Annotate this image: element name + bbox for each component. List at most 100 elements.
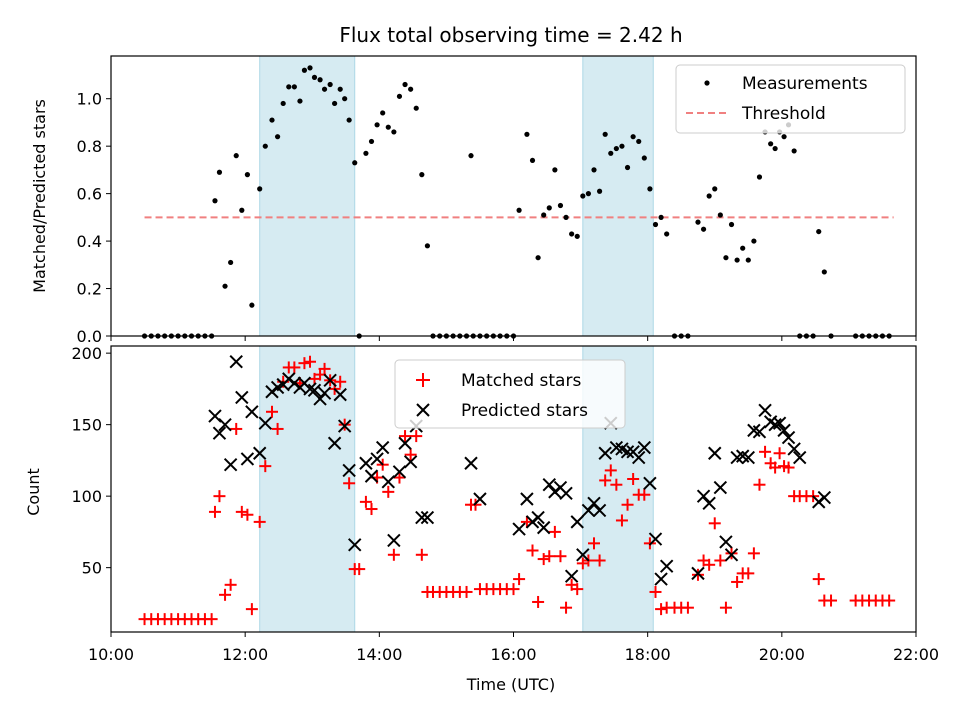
measurement-point	[723, 255, 729, 261]
measurement-point	[700, 226, 707, 232]
measurement-point	[717, 212, 723, 218]
predicted-star-point	[303, 382, 317, 396]
matched-star-point	[208, 505, 221, 518]
matched-star-point	[259, 460, 272, 473]
matched-star-point	[224, 578, 237, 591]
predicted-star-point	[223, 457, 238, 472]
measurement-point	[591, 167, 597, 173]
matched-star-point	[235, 505, 248, 518]
measurement-point	[321, 86, 328, 92]
predicted-star-point	[245, 405, 259, 419]
measurement-point	[317, 77, 323, 83]
predicted-star-point	[317, 386, 332, 400]
predicted-star-point	[520, 492, 534, 506]
measurement-point	[652, 221, 659, 228]
matched-star-point	[649, 585, 662, 598]
predicted-star-point	[240, 452, 255, 466]
measurement-point	[516, 207, 522, 213]
top-y-tick-label: 0.2	[77, 280, 102, 299]
predicted-star-point	[337, 419, 352, 433]
matched-star-point	[230, 422, 243, 435]
predicted-star-point	[659, 559, 674, 573]
predicted-star-point	[218, 417, 232, 432]
predicted-star-point	[542, 478, 556, 492]
measurement-point	[402, 81, 408, 88]
predicted-star-point	[359, 456, 373, 470]
measurement-point	[380, 110, 386, 116]
measurement-point	[291, 84, 297, 90]
predicted-star-point	[258, 416, 272, 430]
bottom-y-tick-label: 50	[82, 559, 102, 578]
measurement-point	[327, 81, 333, 88]
predicted-star-point	[817, 490, 832, 505]
x-tick-label: 12:00	[222, 645, 268, 664]
predicted-star-point	[587, 496, 601, 511]
predicted-star-point	[719, 535, 733, 549]
measurement-point	[307, 65, 313, 71]
top-legend-box	[675, 64, 906, 134]
matched-star-point	[266, 405, 278, 418]
measurement-point	[233, 153, 239, 159]
predicted-star-point	[307, 383, 322, 398]
measurement-point	[391, 129, 397, 135]
predicted-star-point	[741, 450, 755, 465]
predicted-star-point	[637, 440, 652, 455]
matched-star-point	[599, 474, 612, 487]
matched-star-point	[593, 554, 606, 567]
x-tick-label: 22:00	[893, 645, 939, 664]
measurement-point	[346, 117, 352, 123]
predicted-star-point	[327, 436, 342, 450]
matched-star-point	[782, 461, 795, 474]
matched-star-point	[343, 477, 356, 490]
shaded-interval-1	[259, 55, 356, 337]
predicted-star-point	[333, 387, 347, 402]
predicted-star-point	[781, 430, 796, 445]
matched-star-point	[526, 544, 539, 557]
predicted-star-point	[564, 569, 579, 583]
measurement-point	[269, 117, 275, 123]
matched-star-point	[731, 575, 744, 588]
measurement-point	[286, 84, 292, 90]
measurement-point	[419, 172, 425, 178]
predicted-star-point	[235, 390, 249, 405]
bottom-legend: Matched stars Predicted stars	[394, 359, 626, 429]
measurement-point	[695, 219, 701, 225]
matched-star-point	[537, 553, 550, 566]
measurement-point	[413, 105, 419, 111]
measurement-point	[745, 257, 751, 263]
predicted-star-point	[348, 538, 362, 552]
bottom-panel: 50 100 150 200 10:00 12:00 14:00 16:00 18:00 20:…	[24, 344, 939, 694]
top-y-tick-label: 0.6	[77, 185, 102, 204]
measurement-point	[712, 186, 718, 192]
bottom-y-tick-label: 200	[71, 344, 102, 363]
predicted-star-point	[691, 566, 705, 581]
top-x-tick-marks	[110, 336, 917, 341]
matched-star-point	[415, 548, 428, 561]
predicted-star-point	[713, 480, 728, 495]
measurement-point	[728, 221, 735, 228]
measurement-point	[468, 153, 474, 159]
top-y-axis-label: Matched/Predicted stars	[30, 99, 49, 293]
matched-star-point	[532, 595, 545, 608]
matched-star-point	[708, 517, 721, 530]
measurement-point	[563, 214, 569, 220]
predicted-star-point	[581, 503, 596, 518]
matched-star-point	[576, 557, 589, 570]
measurement-point	[332, 100, 338, 107]
matched-star-point	[387, 548, 400, 561]
measurement-point	[337, 86, 343, 92]
measurement-point	[546, 205, 552, 211]
matched-star-point	[304, 355, 317, 368]
predicted-star-point	[398, 436, 412, 450]
legend-predicted-marker	[416, 403, 430, 417]
matched-star-point	[615, 514, 628, 527]
measurement-point	[781, 134, 787, 140]
matched-star-point	[747, 547, 760, 560]
matched-star-point	[883, 594, 896, 607]
measurement-point	[222, 283, 228, 289]
x-tick-label: 10:00	[88, 645, 134, 664]
measurement-point	[585, 191, 592, 197]
x-axis-label: Time (UTC)	[466, 675, 555, 694]
measurement-point	[524, 131, 530, 137]
